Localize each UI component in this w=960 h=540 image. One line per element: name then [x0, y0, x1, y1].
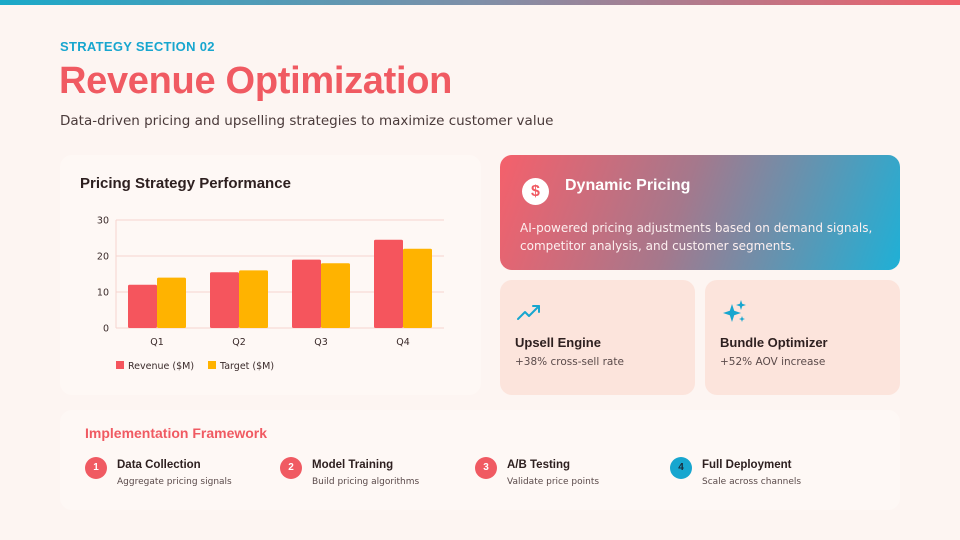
framework-title: Implementation Framework — [85, 425, 268, 441]
revenue-bar — [292, 259, 321, 328]
trending-up-icon — [517, 305, 540, 320]
x-tick-label: Q1 — [150, 337, 164, 348]
target-bar — [157, 277, 186, 328]
step-title: Model Training — [312, 459, 394, 471]
framework-step: 2 Model Training Build pricing algorithm… — [280, 457, 470, 497]
performance-chart: 0 10 20 30 Q1 Q2 Q3 Q4 Revenue ($M) Target ($M) — [97, 216, 444, 372]
upsell-engine-stat: +38% cross-sell rate — [515, 356, 624, 368]
revenue-bar — [128, 284, 157, 328]
step-description: Build pricing algorithms — [312, 477, 420, 487]
target-bar — [403, 248, 432, 328]
revenue-bar — [210, 272, 239, 328]
page-subtitle: Data-driven pricing and upselling strate… — [60, 113, 554, 129]
dollar-icon: $ — [522, 178, 549, 205]
chart-card: Pricing Strategy Performance 0 10 20 30 Q1 Q2… — [60, 155, 481, 395]
x-tick-label: Q4 — [396, 337, 410, 348]
legend-label: Target ($M) — [219, 361, 274, 372]
target-bar — [321, 263, 350, 328]
y-tick-label: 20 — [97, 252, 109, 263]
revenue-bar — [374, 239, 403, 328]
step-description: Scale across channels — [702, 477, 802, 487]
step-number-badge: 1 — [85, 457, 107, 479]
dynamic-pricing-description: AI-powered pricing adjustments based on … — [520, 221, 873, 253]
step-description: Aggregate pricing signals — [117, 477, 232, 487]
x-tick-label: Q3 — [314, 337, 328, 348]
bundle-optimizer-stat: +52% AOV increase — [720, 356, 826, 368]
y-tick-label: 0 — [103, 324, 109, 335]
section-eyebrow: STRATEGY SECTION 02 — [60, 39, 215, 54]
y-tick-label: 30 — [97, 216, 109, 227]
top-accent-bar — [0, 0, 960, 5]
step-number-badge: 4 — [670, 457, 692, 479]
chart-title: Pricing Strategy Performance — [80, 175, 291, 192]
y-tick-label: 10 — [97, 288, 109, 299]
framework-step: 4 Full Deployment Scale across channels — [670, 457, 860, 497]
step-title: A/B Testing — [507, 459, 571, 471]
sparkles-icon — [723, 300, 746, 322]
legend-swatch — [116, 361, 124, 369]
upsell-engine-card: Upsell Engine +38% cross-sell rate — [500, 280, 695, 395]
legend-swatch — [208, 361, 216, 369]
step-number-badge: 2 — [280, 457, 302, 479]
page-title: Revenue Optimization — [59, 60, 453, 102]
x-tick-label: Q2 — [232, 337, 246, 348]
step-description: Validate price points — [507, 477, 600, 487]
bundle-optimizer-card: Bundle Optimizer +52% AOV increase — [705, 280, 900, 395]
legend-label: Revenue ($M) — [128, 361, 194, 372]
implementation-framework-card: Implementation Framework 1 Data Collecti… — [60, 410, 900, 510]
target-bar — [239, 270, 268, 328]
dynamic-pricing-card: $ Dynamic Pricing AI-powered pricing adj… — [500, 155, 900, 270]
dynamic-pricing-title: Dynamic Pricing — [565, 177, 691, 194]
framework-step: 3 A/B Testing Validate price points — [475, 457, 665, 497]
step-title: Full Deployment — [702, 459, 792, 471]
upsell-engine-title: Upsell Engine — [515, 335, 601, 350]
step-number-badge: 3 — [475, 457, 497, 479]
framework-step: 1 Data Collection Aggregate pricing sign… — [85, 457, 275, 497]
step-title: Data Collection — [117, 459, 201, 471]
bundle-optimizer-title: Bundle Optimizer — [720, 335, 828, 350]
